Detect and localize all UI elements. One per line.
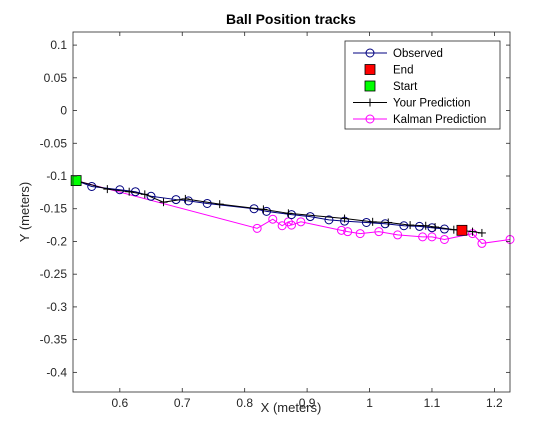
your-prediction-point <box>368 217 377 226</box>
y-tick-label: 0 <box>60 104 67 118</box>
your-prediction-point <box>181 194 190 203</box>
your-prediction-point <box>477 228 486 237</box>
kalman-prediction-point <box>393 230 403 240</box>
observed-point <box>305 212 315 222</box>
end-marker <box>456 224 468 236</box>
x-tick-label: 1.2 <box>486 396 503 410</box>
legend[interactable]: Observed End Start Your Prediction Kalman Pr… <box>344 40 501 130</box>
kalman-prediction-point <box>374 227 384 237</box>
your-prediction-point <box>421 221 430 230</box>
series-layer <box>70 175 515 248</box>
legend-label: Kalman Prediction <box>393 114 486 126</box>
x-axis-label: X (meters) <box>261 400 322 415</box>
kalman-prediction-point <box>336 225 346 235</box>
legend-item-observed: Observed <box>353 48 443 60</box>
observed-point <box>380 219 390 229</box>
observed-point <box>87 181 97 191</box>
your-prediction-point <box>159 198 168 207</box>
your-prediction-point <box>384 218 393 227</box>
observed-point <box>202 198 212 208</box>
your-prediction-point <box>215 200 224 209</box>
observed-point <box>427 223 437 233</box>
y-tick-label: -0.25 <box>40 267 68 281</box>
your-prediction-point <box>284 209 293 218</box>
y-tick-label: -0.2 <box>46 234 67 248</box>
kalman-prediction-point <box>355 229 365 239</box>
ticks-layer: 0.6 0.7 0.8 0.9 1 1.1 1.2 0.1 0.05 0 -0.05 -0.1 -0.1… <box>40 32 510 410</box>
x-tick-label: 0.8 <box>236 396 253 410</box>
legend-item-end: End <box>364 64 413 77</box>
y-tick-label: -0.15 <box>40 202 68 216</box>
observed-point <box>324 215 334 225</box>
y-tick-label: -0.4 <box>46 365 67 379</box>
x-tick-label: 1 <box>366 396 373 410</box>
kalman-prediction-point <box>427 232 437 242</box>
observed-point <box>287 210 296 220</box>
legend-marker <box>364 64 376 75</box>
your-prediction-point <box>125 187 134 196</box>
your-prediction-point <box>449 225 458 234</box>
legend-item-kalman: Kalman Prediction <box>353 114 486 126</box>
your-prediction-point <box>103 185 112 194</box>
x-tick-label: 0.7 <box>174 396 191 410</box>
y-tick-label: 0.05 <box>44 71 68 85</box>
chart-title: Ball Position tracks <box>226 11 356 27</box>
legend-label: Observed <box>393 48 443 60</box>
x-tick-label: 0.9 <box>299 396 316 410</box>
observed-point <box>183 196 193 206</box>
y-tick-label: -0.3 <box>46 300 67 314</box>
legend-item-start: Start <box>364 80 418 93</box>
observed-point <box>414 221 424 231</box>
your-prediction-point <box>468 227 477 236</box>
legend-marker <box>365 48 375 58</box>
observed-point <box>146 191 156 201</box>
plot-border <box>72 31 511 393</box>
y-tick-label: 0.1 <box>50 38 67 52</box>
legend-marker <box>364 80 376 92</box>
legend-marker <box>365 114 375 124</box>
kalman-prediction-point <box>296 217 306 227</box>
kalman-prediction-point <box>287 220 296 230</box>
x-tick-label: 0.6 <box>111 396 128 410</box>
your-prediction-point <box>340 214 349 223</box>
observed-point <box>361 217 371 227</box>
y-tick-label: -0.35 <box>40 333 68 347</box>
observed-point <box>262 206 272 216</box>
kalman-prediction-point <box>277 221 287 231</box>
your-prediction-point <box>259 205 268 214</box>
y-tick-label: -0.05 <box>40 136 68 150</box>
kalman-prediction-line <box>75 180 511 244</box>
kalman-prediction-point <box>439 234 449 244</box>
your-prediction-point <box>406 221 415 230</box>
kalman-prediction-point <box>343 227 353 237</box>
your-prediction-point <box>431 223 440 232</box>
kalman-prediction-point <box>418 232 428 242</box>
kalman-prediction-point <box>252 223 262 233</box>
x-tick-label: 1.1 <box>424 396 441 410</box>
observed-point <box>399 221 409 231</box>
kalman-prediction-point <box>477 238 487 248</box>
your-prediction-point <box>140 190 149 199</box>
y-axis-label: Y (meters) <box>17 182 32 242</box>
y-tick-label: -0.1 <box>46 169 67 183</box>
legend-label: Start <box>393 81 418 93</box>
legend-label: Your Prediction <box>393 98 471 110</box>
start-marker <box>70 175 82 186</box>
kalman-prediction-point <box>268 214 278 224</box>
legend-item-prediction: Your Prediction <box>353 98 471 110</box>
legend-label: End <box>393 65 413 77</box>
